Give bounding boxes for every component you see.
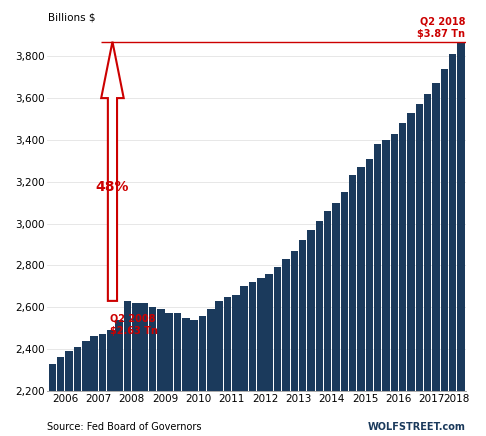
- Bar: [224, 297, 231, 436]
- Bar: [399, 123, 406, 436]
- Bar: [341, 192, 348, 436]
- Bar: [457, 42, 465, 436]
- Bar: [291, 251, 298, 436]
- Bar: [115, 320, 123, 436]
- Bar: [207, 309, 215, 436]
- Bar: [407, 113, 415, 436]
- Bar: [382, 140, 390, 436]
- Bar: [232, 295, 240, 436]
- Bar: [191, 320, 198, 436]
- Bar: [365, 159, 373, 436]
- Bar: [241, 286, 248, 436]
- Bar: [449, 54, 456, 436]
- Bar: [140, 303, 148, 436]
- Bar: [132, 303, 139, 436]
- Text: 48%: 48%: [96, 180, 129, 194]
- Bar: [282, 259, 290, 436]
- Bar: [257, 278, 265, 436]
- Bar: [357, 167, 364, 436]
- Bar: [82, 341, 89, 436]
- Bar: [391, 134, 398, 436]
- Bar: [324, 211, 331, 436]
- Text: WOLFSTREET.com: WOLFSTREET.com: [368, 422, 466, 432]
- Bar: [315, 221, 323, 436]
- Bar: [124, 301, 131, 436]
- Text: Q2 2018
$3.87 Tn: Q2 2018 $3.87 Tn: [417, 16, 465, 38]
- Bar: [424, 94, 432, 436]
- Bar: [274, 267, 281, 436]
- Bar: [307, 230, 315, 436]
- Bar: [174, 313, 181, 436]
- Bar: [99, 334, 106, 436]
- Bar: [441, 69, 448, 436]
- Bar: [332, 203, 340, 436]
- Bar: [74, 347, 81, 436]
- Text: Billions $: Billions $: [48, 13, 96, 23]
- Bar: [349, 175, 356, 436]
- Bar: [57, 358, 65, 436]
- Bar: [107, 330, 115, 436]
- Bar: [416, 104, 423, 436]
- Bar: [432, 83, 440, 436]
- Bar: [215, 301, 223, 436]
- Bar: [49, 364, 56, 436]
- Bar: [199, 316, 206, 436]
- Bar: [90, 337, 98, 436]
- Bar: [249, 282, 256, 436]
- Bar: [299, 240, 306, 436]
- Bar: [157, 309, 165, 436]
- Text: Source: Fed Board of Governors: Source: Fed Board of Governors: [48, 422, 202, 432]
- Text: Q2 2008
$2.63 Tn: Q2 2008 $2.63 Tn: [110, 313, 158, 336]
- Bar: [65, 351, 73, 436]
- Bar: [165, 313, 173, 436]
- Bar: [149, 307, 156, 436]
- Bar: [374, 144, 382, 436]
- Polygon shape: [101, 42, 124, 301]
- Bar: [182, 317, 190, 436]
- Bar: [265, 274, 273, 436]
